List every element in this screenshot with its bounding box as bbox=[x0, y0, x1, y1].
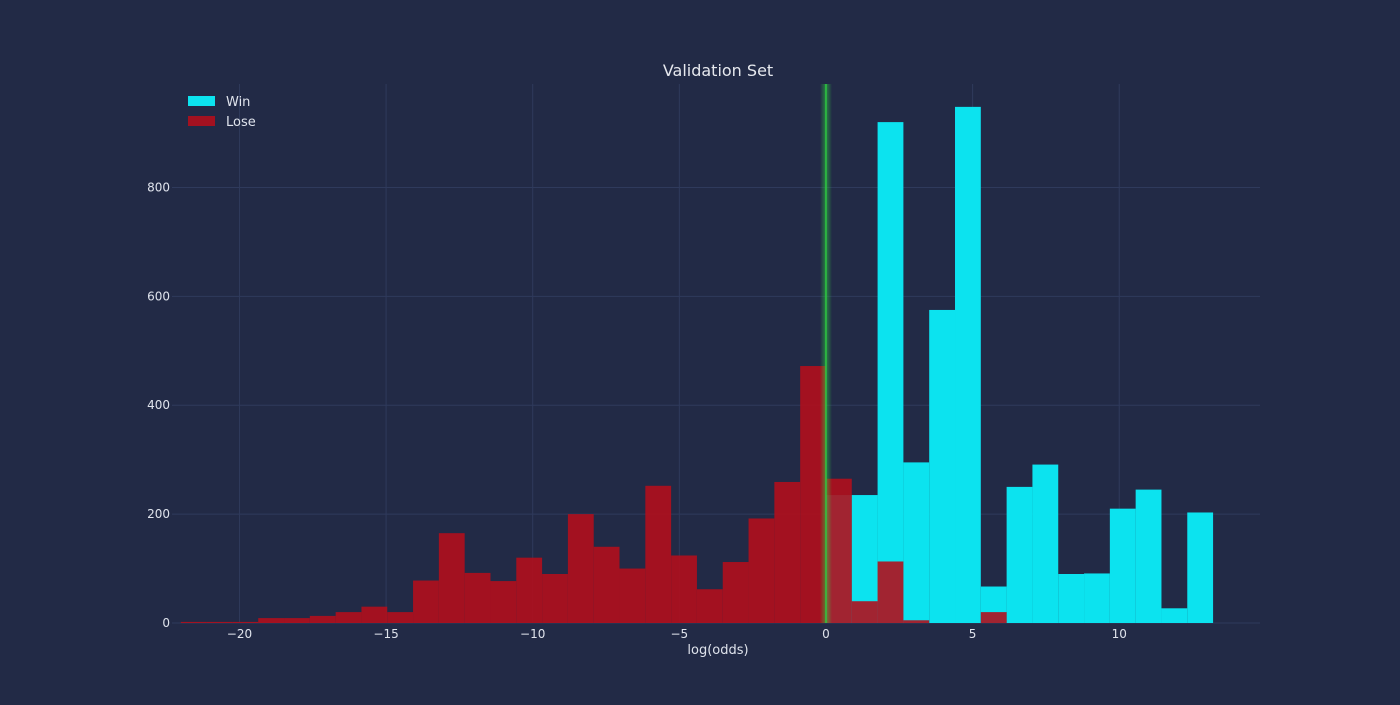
histogram-bar-win bbox=[1084, 573, 1110, 623]
y-tick-label: 800 bbox=[147, 180, 170, 194]
chart-title: Validation Set bbox=[663, 61, 773, 80]
histogram-bar-lose bbox=[309, 615, 336, 623]
histogram-bar-lose bbox=[619, 568, 646, 623]
histogram-bar-lose bbox=[877, 561, 904, 623]
x-tick-label: 5 bbox=[969, 627, 977, 641]
y-tick-label: 0 bbox=[162, 616, 170, 630]
histogram-bar-win bbox=[903, 462, 930, 623]
legend-swatch-win bbox=[188, 96, 215, 106]
histogram-bar-lose bbox=[413, 580, 439, 623]
histogram-bar-lose bbox=[903, 620, 930, 623]
histogram-bar-lose bbox=[490, 581, 517, 623]
x-tick-label: −5 bbox=[670, 627, 688, 641]
histogram-bar-lose bbox=[232, 621, 259, 623]
histogram-bar-win bbox=[877, 122, 904, 623]
histogram-bar-win bbox=[1135, 489, 1162, 623]
x-tick-label: 10 bbox=[1112, 627, 1127, 641]
histogram-bar-lose bbox=[645, 485, 672, 623]
x-tick-label: −10 bbox=[520, 627, 545, 641]
histogram-bar-lose bbox=[387, 612, 414, 623]
axis-labels: −20 −15 −10 −5 0 5 10 0 200 400 600 800 bbox=[147, 180, 1127, 641]
histogram-bar-lose bbox=[335, 612, 362, 623]
histogram-bar-lose bbox=[671, 555, 697, 623]
histogram-bar-win bbox=[955, 106, 981, 623]
histogram-bar-lose bbox=[258, 618, 285, 623]
y-tick-label: 400 bbox=[147, 398, 170, 412]
x-tick-label: −20 bbox=[227, 627, 252, 641]
y-tick-label: 600 bbox=[147, 289, 170, 303]
histogram-bar-win bbox=[1187, 512, 1214, 623]
histogram-bar-lose bbox=[567, 514, 594, 623]
histogram-bar-lose bbox=[361, 606, 388, 623]
histogram-bar-lose bbox=[748, 518, 775, 623]
histogram-bar-win bbox=[1109, 508, 1136, 623]
histogram-bar-lose bbox=[722, 562, 749, 623]
histogram-bar-lose bbox=[980, 612, 1007, 623]
histogram-bar-lose bbox=[774, 481, 801, 623]
histogram-bar-lose bbox=[284, 618, 310, 623]
histogram-bar-lose bbox=[180, 621, 207, 623]
histogram-bar-win bbox=[929, 309, 956, 623]
histogram-bar-lose bbox=[516, 557, 543, 623]
legend-label-win: Win bbox=[226, 95, 250, 110]
x-tick-label: −15 bbox=[373, 627, 398, 641]
legend-swatch-lose bbox=[188, 116, 215, 126]
histogram-bars bbox=[180, 106, 1214, 623]
legend: Win Lose bbox=[188, 95, 256, 130]
legend-label-lose: Lose bbox=[226, 115, 256, 130]
x-axis-label: log(odds) bbox=[687, 643, 748, 658]
y-tick-label: 200 bbox=[147, 507, 170, 521]
histogram-bar-win bbox=[1006, 486, 1033, 623]
histogram-bar-lose bbox=[593, 546, 620, 623]
histogram-bar-lose bbox=[438, 533, 465, 623]
histogram-bar-win bbox=[1058, 574, 1085, 623]
histogram-bar-lose bbox=[206, 621, 233, 623]
histogram-bar-win bbox=[1032, 464, 1059, 623]
grid-lines bbox=[172, 84, 1260, 624]
histogram-bar-lose bbox=[696, 589, 723, 623]
histogram-bar-lose bbox=[542, 574, 568, 623]
x-tick-label: 0 bbox=[822, 627, 830, 641]
histogram-bar-win bbox=[1161, 608, 1188, 623]
histogram-bar-lose bbox=[851, 601, 878, 623]
histogram-bar-lose bbox=[464, 572, 491, 623]
threshold-line bbox=[819, 84, 832, 623]
